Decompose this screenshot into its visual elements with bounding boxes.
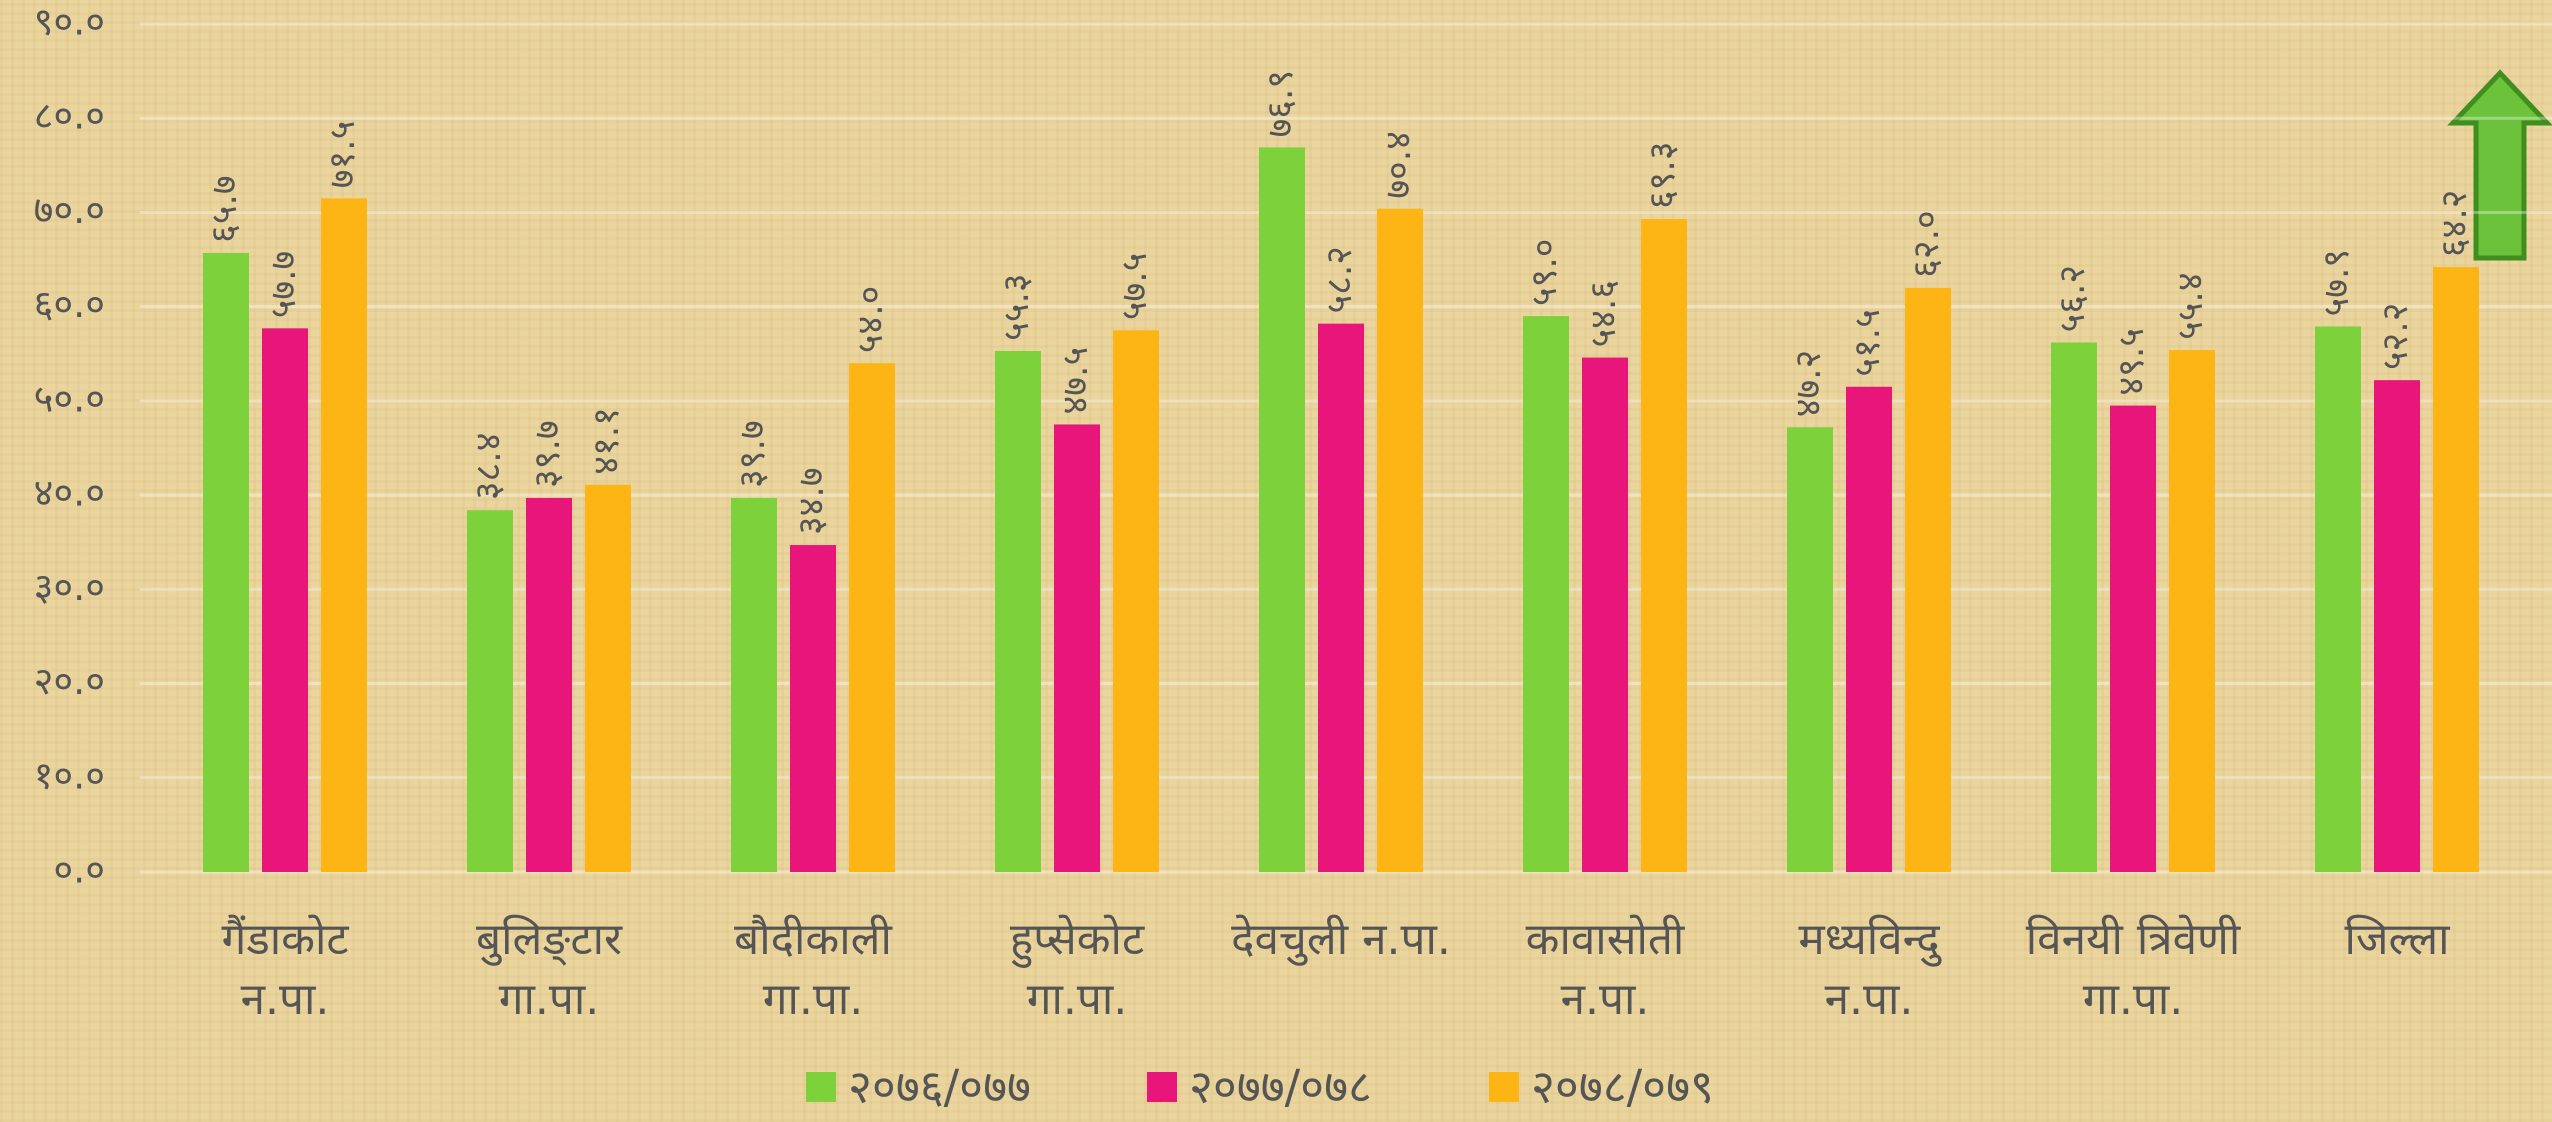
data-label: ३८.४: [468, 433, 509, 501]
bar: [2315, 326, 2361, 872]
bar: [1787, 427, 1833, 872]
x-tick-label: कावासोती न.पा.: [1525, 914, 1685, 1025]
bar: [1641, 219, 1687, 873]
data-label: ६२.०: [1906, 210, 1947, 278]
bar: [321, 198, 367, 873]
x-tick-label: देवचुली न.पा.: [1231, 914, 1451, 965]
legend-label: २०७८/०७९: [1531, 1060, 1714, 1114]
bar: [2169, 350, 2215, 872]
data-label: ३९.७: [732, 420, 773, 488]
bar: [1113, 330, 1159, 872]
bar: [1905, 287, 1951, 872]
bar: [526, 497, 572, 872]
data-label: ४१.१: [586, 407, 627, 475]
data-label: ५७.५: [1114, 253, 1155, 321]
legend-swatch: [806, 1072, 836, 1102]
y-tick-label: ३०.०: [34, 565, 105, 609]
x-tick-label: मध्यविन्दु न.पा.: [1798, 914, 1940, 1025]
data-label: ७६.९: [1260, 70, 1301, 138]
data-label: ५७.९: [2316, 249, 2357, 317]
bar: [1377, 208, 1423, 873]
data-label: ३९.७: [527, 420, 568, 488]
data-label: ५२.२: [2375, 303, 2416, 371]
x-tick-label: जिल्ला: [2344, 914, 2450, 965]
y-tick-label: ८०.०: [34, 94, 105, 138]
y-tick-label: १०.०: [34, 753, 105, 797]
bar: [995, 350, 1041, 872]
y-tick-label: ७०.०: [34, 188, 105, 232]
data-label: ४७.२: [1788, 350, 1829, 418]
y-tick-label: २०.०: [34, 659, 105, 703]
legend-label: २०७६/०७७: [848, 1060, 1031, 1114]
data-label: ५४.०: [850, 286, 891, 354]
data-label: ६९.३: [1642, 141, 1683, 209]
y-tick-label: ९०.०: [34, 0, 105, 44]
data-label: ५१.५: [1847, 309, 1888, 377]
arrow-icon: [2447, 69, 2552, 261]
bar: [731, 497, 777, 872]
data-label: ५६.२: [2052, 265, 2093, 333]
y-tick-label: ५०.०: [34, 376, 105, 420]
legend-label: २०७७/०७८: [1189, 1060, 1372, 1114]
bar: [2110, 405, 2156, 872]
data-label: ५७.७: [263, 251, 304, 319]
bar: [1259, 147, 1305, 873]
data-label: ५५.४: [2170, 272, 2211, 340]
x-tick-label: बौदीकाली गा.पा.: [734, 914, 892, 1025]
bar: [585, 484, 631, 872]
bar: [2374, 380, 2420, 872]
bar: [203, 252, 249, 872]
data-label: ४७.५: [1055, 347, 1096, 415]
data-label: ७१.५: [322, 121, 363, 189]
x-tick-label: हुप्सेकोट गा.पा.: [1009, 914, 1145, 1025]
data-label: ६५.७: [204, 175, 245, 243]
bar: [1846, 386, 1892, 872]
bar: [1318, 323, 1364, 872]
data-label: ५५.३: [996, 273, 1037, 341]
bar: [1523, 316, 1569, 873]
x-tick-label: विनयी त्रिवेणी गा.पा.: [2025, 914, 2241, 1025]
data-label: ४९.५: [2111, 328, 2152, 396]
bar: [849, 363, 895, 872]
y-tick-label: ०.०: [53, 848, 105, 892]
bar: [2433, 267, 2479, 872]
bar: [1582, 357, 1628, 873]
data-label: ६४.२: [2434, 189, 2475, 257]
bar: [790, 545, 836, 872]
data-label: ५८.२: [1319, 246, 1360, 314]
bar: [262, 328, 308, 872]
data-label: ५९.०: [1524, 238, 1565, 306]
bar: [467, 510, 513, 872]
x-tick-label: गैंडाकोट न.पा.: [221, 914, 349, 1025]
data-label: ७०.४: [1378, 131, 1419, 199]
legend-swatch: [1147, 1072, 1177, 1102]
bar: [1054, 424, 1100, 872]
legend-swatch: [1489, 1072, 1519, 1102]
bar: [2051, 342, 2097, 873]
y-tick-label: ४०.०: [34, 471, 105, 515]
data-label: ३४.७: [791, 467, 832, 535]
x-tick-label: बुलिङ्टार गा.पा.: [476, 914, 622, 1025]
data-label: ५४.६: [1583, 280, 1624, 348]
y-tick-label: ६०.०: [34, 282, 105, 326]
